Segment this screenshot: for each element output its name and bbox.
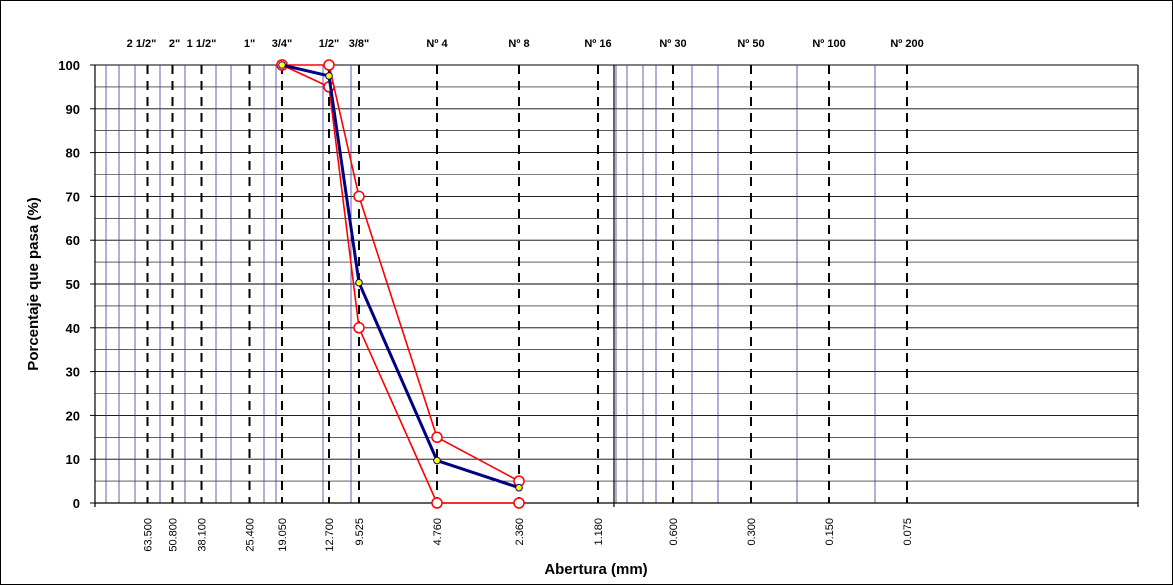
y-tick-label-0: 0 — [73, 496, 80, 511]
sieve-label-0: 2 1/2" — [127, 38, 157, 50]
sieve-lines — [146, 65, 908, 503]
sieve-label-1: 2" — [169, 38, 180, 50]
y-tick-label-40: 40 — [66, 321, 80, 336]
series-line-gradation — [281, 63, 520, 490]
series-layer — [276, 59, 525, 509]
data-point-lower-limit-4 — [513, 497, 525, 509]
sieve-label-3: 1" — [244, 38, 255, 50]
data-point-upper-limit-1 — [323, 59, 335, 71]
sieve-label-4: 3/4" — [272, 38, 293, 50]
series-line-upper-limit — [282, 64, 520, 482]
x-tick-label-0: 63.500 — [143, 518, 155, 552]
y-tick-label-90: 90 — [66, 102, 80, 117]
y-tick-label-10: 10 — [66, 452, 80, 467]
y-tick-label-20: 20 — [66, 408, 80, 423]
sieve-label-6: 3/8" — [349, 38, 370, 50]
sieve-label-9: Nº 16 — [584, 38, 611, 50]
x-tick-label-5: 12.700 — [324, 518, 336, 552]
sieve-label-12: Nº 100 — [812, 38, 845, 50]
y-tick-label-30: 30 — [66, 365, 80, 380]
data-point-upper-limit-2 — [353, 190, 365, 203]
data-point-upper-limit-3 — [431, 431, 443, 444]
x-tick-label-1: 50.800 — [168, 518, 180, 552]
data-point-gradation-1 — [325, 72, 333, 80]
data-point-gradation-2 — [355, 278, 363, 287]
data-point-gradation-4 — [515, 483, 523, 492]
x-tick-label-2: 38.100 — [197, 518, 209, 552]
y-tick-label-100: 100 — [58, 58, 80, 73]
y-tick-label-70: 70 — [66, 189, 80, 204]
sieve-label-5: 1/2" — [319, 38, 340, 50]
x-axis-title: Abertura (mm) — [544, 561, 647, 578]
y-tick-label-80: 80 — [66, 146, 80, 161]
x-tick-label-12: 0.150 — [824, 518, 836, 546]
sieve-label-2: 1 1/2" — [187, 38, 217, 50]
sieve-label-8: Nº 8 — [508, 38, 529, 50]
x-tick-label-3: 25.400 — [245, 518, 257, 552]
data-point-lower-limit-3 — [431, 497, 443, 509]
x-tick-label-9: 1.180 — [593, 518, 605, 546]
sieve-label-11: Nº 50 — [737, 38, 764, 50]
x-tick-label-7: 4.760 — [432, 518, 444, 546]
x-tick-label-6: 9.525 — [354, 518, 366, 546]
label-layer: 2 1/2" 63.500 2" 50.800 1 1/2" 38.100 1" 25.400… — [58, 38, 923, 552]
grid-layer — [90, 64, 1139, 507]
sieve-label-10: Nº 30 — [659, 38, 686, 50]
y-tick-label-50: 50 — [66, 277, 80, 292]
data-point-gradation-0 — [278, 61, 286, 69]
sieve-label-7: Nº 4 — [426, 38, 448, 50]
x-tick-label-4: 19.050 — [277, 518, 289, 552]
x-tick-label-10: 0.600 — [668, 518, 680, 546]
x-tick-label-11: 0.300 — [746, 518, 758, 546]
y-tick-label-60: 60 — [66, 233, 80, 248]
x-tick-label-8: 2.360 — [514, 518, 526, 546]
x-tick-label-13: 0.075 — [902, 518, 914, 546]
data-point-lower-limit-2 — [353, 322, 365, 334]
data-point-gradation-3 — [433, 456, 441, 465]
sieve-label-13: Nº 200 — [890, 38, 923, 50]
y-axis-title: Porcentaje que pasa (%) — [25, 197, 42, 370]
